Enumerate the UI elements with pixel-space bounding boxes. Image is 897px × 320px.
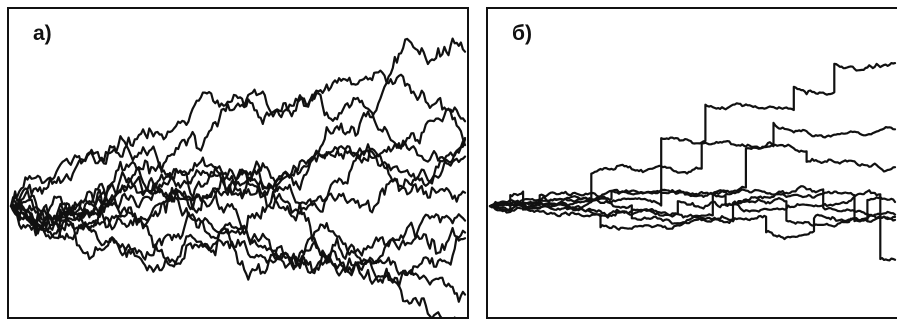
series-line-a-4 xyxy=(9,69,467,208)
series-line-a-11 xyxy=(9,198,456,317)
series-line-b-5 xyxy=(488,190,897,241)
panel-a-diffusion: а) xyxy=(7,7,469,319)
series-line-b-6 xyxy=(488,195,897,228)
series-line-a-3 xyxy=(9,190,467,257)
chart-a-plot xyxy=(9,37,467,317)
series-line-a-8 xyxy=(9,106,467,232)
series-line-a-9 xyxy=(9,186,467,274)
panel-a-label: а) xyxy=(33,22,52,45)
series-line-a-0 xyxy=(9,37,467,231)
series-line-b-2 xyxy=(488,141,897,209)
panel-b-jump: б) xyxy=(486,7,897,319)
panel-b-label: б) xyxy=(512,22,532,45)
series-line-a-1 xyxy=(9,88,467,208)
series-line-b-3 xyxy=(488,188,897,223)
series-line-a-10 xyxy=(9,204,467,303)
series-line-b-4 xyxy=(488,185,897,231)
series-line-b-0 xyxy=(488,62,897,212)
series-line-a-6 xyxy=(9,143,467,226)
series-line-b-7 xyxy=(488,189,897,262)
chart-b-plot xyxy=(488,62,897,262)
